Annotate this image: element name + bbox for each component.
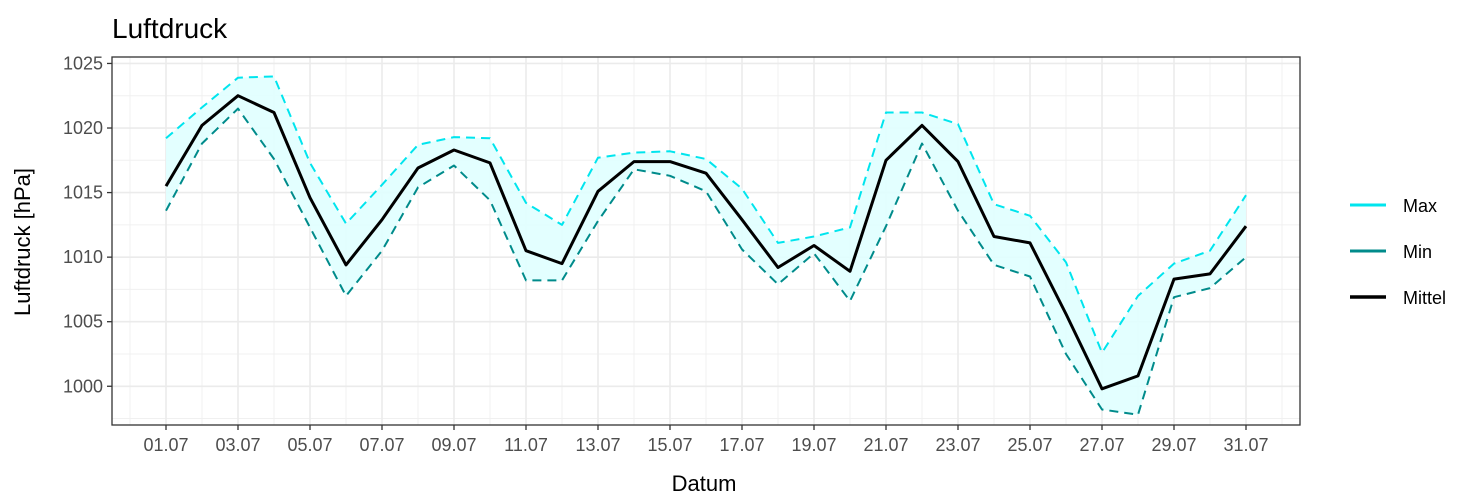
x-tick-label: 13.07: [575, 435, 620, 455]
x-tick-label: 21.07: [863, 435, 908, 455]
y-tick-label: 1020: [63, 118, 103, 138]
x-tick-label: 23.07: [935, 435, 980, 455]
series-lines: [164, 75, 1248, 416]
x-axis-label: Datum: [672, 471, 737, 496]
plot-border: [111, 56, 1301, 426]
y-axis-ticks: 1000 1005 1010 1015 1020 1025: [63, 53, 112, 396]
major-grid: [112, 57, 1300, 425]
x-tick-label: 01.07: [143, 435, 188, 455]
legend: Max Min Mittel: [1350, 196, 1446, 308]
x-tick-label: 19.07: [791, 435, 836, 455]
x-tick-label: 17.07: [719, 435, 764, 455]
legend-label-mittel: Mittel: [1403, 288, 1446, 308]
legend-label-max: Max: [1403, 196, 1437, 216]
x-tick-label: 29.07: [1151, 435, 1196, 455]
x-tick-label: 27.07: [1079, 435, 1124, 455]
x-tick-label: 31.07: [1223, 435, 1268, 455]
y-tick-label: 1000: [63, 376, 103, 396]
min-max-band: [166, 76, 1246, 415]
legend-label-min: Min: [1403, 242, 1432, 262]
x-tick-label: 07.07: [359, 435, 404, 455]
y-tick-label: 1010: [63, 247, 103, 267]
x-tick-label: 03.07: [215, 435, 260, 455]
series-line-mittel: [164, 94, 1248, 391]
x-tick-label: 15.07: [647, 435, 692, 455]
x-axis-ticks: 01.07 03.07 05.07 07.07 09.07 11.07 13.07 15.07…: [143, 425, 1269, 455]
y-tick-label: 1025: [63, 53, 103, 73]
x-tick-label: 25.07: [1007, 435, 1052, 455]
x-tick-label: 11.07: [504, 435, 548, 455]
y-axis-label: Luftdruck [hPa]: [10, 168, 35, 316]
series-line-max: [165, 75, 1247, 354]
y-tick-label: 1005: [63, 312, 103, 332]
chart-title: Luftdruck: [112, 13, 228, 44]
x-tick-label: 05.07: [287, 435, 332, 455]
series-line-min: [165, 107, 1247, 416]
x-tick-label: 09.07: [431, 435, 476, 455]
y-tick-label: 1015: [63, 183, 103, 203]
